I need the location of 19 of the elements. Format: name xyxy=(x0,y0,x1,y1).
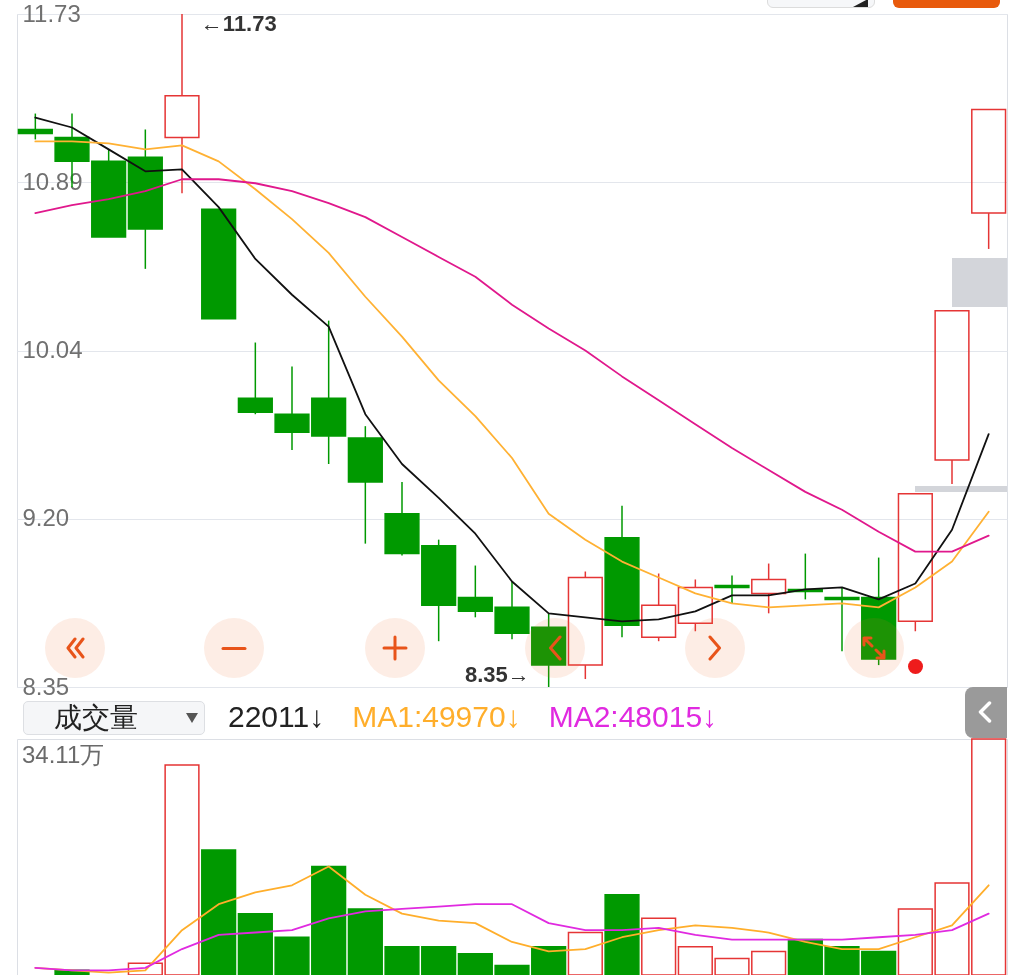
bar xyxy=(604,894,640,975)
text: MA2:48015↓ xyxy=(548,699,718,735)
y-tick-label: 8.35 xyxy=(22,672,70,700)
text: 22011↓ xyxy=(228,699,325,735)
bar xyxy=(641,917,677,975)
annotation: 8.35→ xyxy=(464,662,530,687)
candlestick xyxy=(127,128,163,270)
annotation: ←11.73 xyxy=(200,11,277,36)
text: MA1:49970↓ xyxy=(352,699,521,735)
y-tick-label: 10.04 xyxy=(22,336,83,363)
candlestick xyxy=(604,505,640,638)
y-tick-label: 9.20 xyxy=(22,504,70,532)
bar xyxy=(201,849,237,975)
y-tick-label: 11.73 xyxy=(22,0,81,27)
bar xyxy=(567,931,603,975)
chart-title: 成交量 xyxy=(54,702,138,734)
candlestick xyxy=(164,13,200,194)
annotation: 34.11万 xyxy=(22,741,105,768)
dropdown-field: 成交量 xyxy=(23,701,205,735)
